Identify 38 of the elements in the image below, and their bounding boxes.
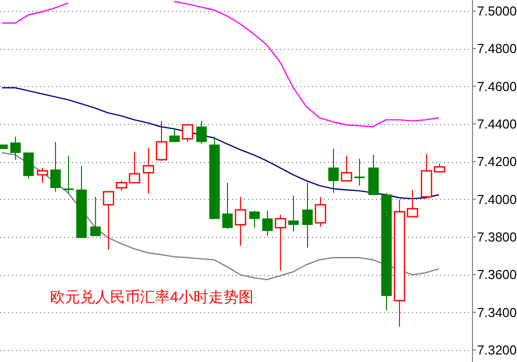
candlestick (288, 195, 299, 232)
candlestick (116, 180, 128, 192)
y-tick-label: 7.5000 (477, 3, 517, 18)
candlestick (50, 141, 61, 192)
candlestick (262, 210, 273, 236)
line-series (1, 87, 440, 200)
candlestick (10, 136, 21, 160)
y-tick-label: 7.3400 (477, 304, 517, 320)
y-tick-label: 7.4000 (477, 192, 517, 207)
candlestick (196, 120, 207, 144)
candlestick (156, 120, 168, 162)
candlestick (169, 127, 180, 142)
candlestick (249, 210, 260, 228)
y-tick-label: 7.4800 (477, 41, 517, 56)
y-tick-label: 7.3800 (477, 229, 517, 244)
y-tick-label: 7.4600 (477, 78, 517, 94)
candlestick (222, 182, 233, 230)
y-tick-label: 7.3200 (477, 342, 517, 358)
candlestick (314, 196, 326, 228)
candlestick (128, 151, 140, 184)
candlestick (36, 167, 48, 184)
candlestick (274, 214, 286, 272)
candlestick (142, 147, 154, 194)
candlestick (234, 196, 246, 246)
candlestick (23, 152, 34, 180)
candlestick (182, 124, 194, 142)
candlestick (102, 191, 114, 250)
y-tick-label: 7.4200 (477, 154, 517, 170)
y-tick-label: 7.4400 (477, 116, 517, 132)
candlestick (354, 158, 365, 186)
candlestick (90, 196, 101, 236)
candlestick (340, 155, 352, 182)
candlestick (406, 189, 418, 218)
y-tick-label: 7.3600 (477, 267, 517, 282)
candlestick (328, 148, 339, 194)
candlestick (302, 182, 313, 248)
candlestick (63, 155, 74, 194)
text: 欧元兑人民币汇率4小时走势图 (50, 289, 254, 306)
